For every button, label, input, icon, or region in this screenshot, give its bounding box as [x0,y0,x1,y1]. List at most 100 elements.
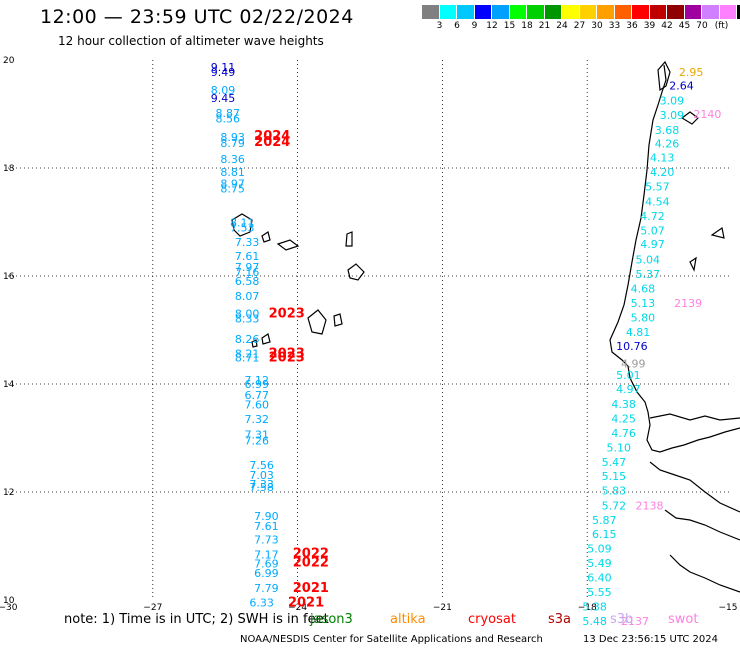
mauritania-inland [710,226,725,239]
wave-height-label: 7.61 [235,250,260,263]
wave-height-label: 5.01 [616,369,641,382]
satellite-jason3: jason3 [310,612,353,627]
wave-height-label: 2.95 [679,66,704,79]
wave-height-label: 5.49 [587,557,612,570]
cape-verde-fogo [261,333,271,345]
bijagos-coast [649,461,740,513]
legend-swatch [667,5,685,19]
wave-height-label: 8.56 [216,113,241,126]
wave-height-label: 9.49 [211,66,236,79]
wave-height-label: 7.90 [254,510,279,523]
legend-label: 27 [573,21,586,31]
wave-height-labels: 9.119.49 8.099.45 8.878.56 8.938.79 20242024… [211,61,722,628]
southern-coast [669,554,740,593]
wave-height-label: 5.48 [582,615,607,628]
wave-height-label: 5.13 [631,297,656,310]
satellite-s3a: s3a [548,612,572,627]
longitude-tick-label: −27 [143,603,162,613]
longitude-tick-label: −15 [719,603,738,613]
cape-verde-santiago [307,309,327,335]
wave-height-label: 6.15 [592,528,617,541]
pass-time-label: 2023 [269,350,305,365]
pass-time-label: 2021 [293,581,329,596]
satellite-s3b: s3b [610,612,634,627]
wave-height-label: 5.87 [592,514,617,527]
wave-height-label: 5.10 [607,442,632,455]
legend-labels: 3 6 9 12 15 18 21 24 27 30 33 36 39 42 45 70 (ft) [422,21,737,33]
wave-height-label: 8.07 [235,290,260,303]
pass-time-label: 2022 [293,546,329,561]
wave-height-label: 7.60 [245,398,269,411]
latitude-tick-label: 20 [3,56,15,66]
wave-height-label: 5.07 [640,224,665,237]
wave-height-label: 7.17 [254,548,279,561]
wave-height-label: 8.71 [235,351,260,364]
legend-label: 45 [678,21,691,31]
wave-height-label: 4.26 [655,137,680,150]
pass-time-label: 2023 [269,347,305,362]
wave-height-label: 4.54 [645,195,670,208]
wave-height-label: 7.73 [254,533,279,546]
legend-swatch [614,5,632,19]
legend-swatch [422,5,440,19]
wave-height-label: 4.25 [611,412,636,425]
wave-height-label: 2.64 [669,80,694,93]
wave-height-label: 6.58 [235,275,260,288]
wave-height-label: 8.93 [220,131,245,144]
wave-height-label: 4.38 [611,398,636,411]
wave-height-label: 7.12 [245,374,269,387]
wave-height-label: 7.32 [245,413,269,426]
wave-height-label: 4.68 [631,283,656,296]
wave-height-label: 4.99 [621,357,646,370]
wave-height-label: 4.97 [640,238,665,251]
legend-label: 30 [591,21,603,31]
wave-height-label: 5.38 [582,600,607,613]
wave-height-label: 10.76 [616,340,648,353]
wave-height-label: 4.72 [640,210,665,223]
wave-height-label: 7.58 [249,481,273,494]
wave-height-label: 8.11 [230,216,255,229]
legend-label: (ft) [714,21,729,31]
latitude-tick-label: 10 [3,596,15,606]
wave-height-label: 9.11 [211,61,236,74]
legend-swatch [509,5,527,19]
wave-height-label: 4.13 [650,152,675,165]
wave-height-label: 3.68 [655,124,680,137]
wave-height-label: 4.20 [650,166,675,179]
wave-height-label: 4.81 [626,326,651,339]
legend-swatch [457,5,475,19]
wave-height-label: 7.97 [235,261,260,274]
legend-swatch [737,5,740,19]
map-title: 12:00 — 23:59 UTC 02/22/2024 [40,6,354,28]
wave-height-label: 8.97 [220,177,245,190]
longitude-tick-label: −18 [578,603,597,613]
wave-height-label: 5.80 [631,311,656,324]
legend-label: 70 [696,21,708,31]
legend-label: 15 [503,21,516,31]
generated-timestamp: 13 Dec 23:56:15 UTC 2024 [583,634,718,645]
legend-swatch [649,5,667,19]
wave-height-label: 7.03 [249,469,273,482]
legend-swatch [597,5,615,19]
pass-time-label: 2021 [288,595,324,610]
satellite-swot: swot [668,612,699,627]
pass-time-label: 2024 [254,135,290,150]
longitude-tick-label: −30 [0,603,18,613]
wave-height-label: 7.79 [254,582,279,595]
wave-height-label: 5.09 [587,542,612,555]
legend-swatch [474,5,492,19]
cape-verde-maio [333,313,343,327]
wave-height-label: 8.00 [235,308,260,321]
wave-height-label: 7.16 [235,266,260,279]
latitude-tick-label: 12 [3,488,14,498]
legend-label: 3 [436,21,443,31]
wave-height-label: 5.83 [602,485,627,498]
guinea-coast [664,509,740,541]
wave-height-label: 9.45 [211,92,236,105]
wave-height-label: 8.33 [235,312,260,325]
wave-height-label: 5.47 [602,456,627,469]
map-subtitle: 12 hour collection of altimeter wave hei… [58,34,324,48]
wave-height-label: 7.69 [254,558,279,571]
credit-line: NOAA/NESDIS Center for Satellite Applica… [240,634,543,645]
